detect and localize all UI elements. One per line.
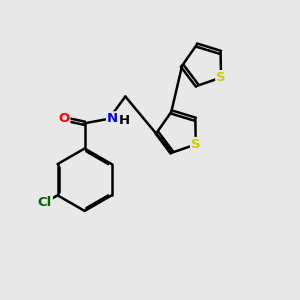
Text: S: S [191,138,201,151]
Text: O: O [58,112,69,125]
Text: S: S [216,71,226,84]
Text: N: N [107,112,118,125]
Text: Cl: Cl [38,196,52,209]
Text: H: H [119,114,130,127]
